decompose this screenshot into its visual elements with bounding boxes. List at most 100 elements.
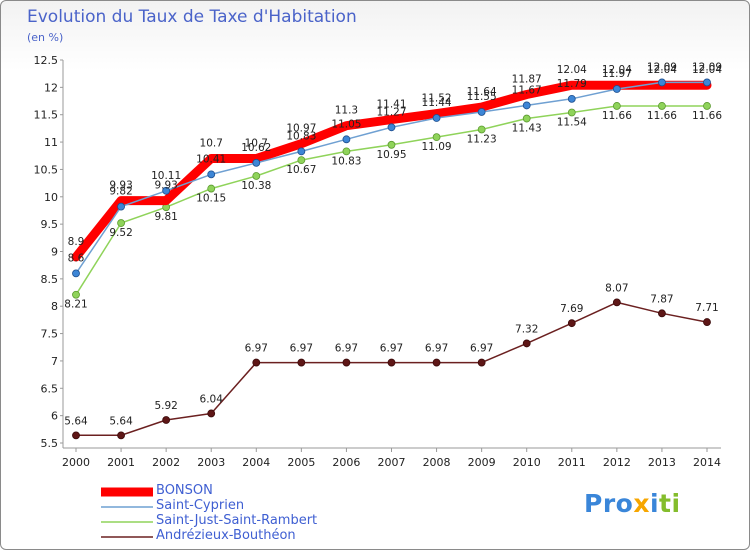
x-tick-label: 2001 — [107, 456, 135, 469]
data-label-saint-cyprien: 11.79 — [557, 78, 587, 90]
chart-title: Evolution du Taux de Taxe d'Habitation — [27, 7, 357, 27]
data-point-andrezieux-boutheon — [342, 358, 351, 367]
data-label-saint-just-saint-rambert: 9.52 — [109, 227, 132, 239]
data-point-saint-cyprien — [117, 202, 125, 211]
data-label-bonson: 12.04 — [557, 64, 587, 76]
data-point-saint-just-saint-rambert — [72, 290, 80, 299]
legend-swatch-bonson — [101, 487, 153, 497]
data-label-bonson: 10.7 — [200, 137, 223, 149]
data-point-saint-just-saint-rambert — [387, 140, 396, 149]
data-label-saint-cyprien: 11.44 — [422, 97, 452, 109]
proxiti-logo: Proxiti — [584, 489, 681, 518]
y-tick-label: 7 — [51, 355, 58, 368]
data-point-andrezieux-boutheon — [387, 358, 396, 367]
data-label-andrezieux-boutheon: 6.97 — [380, 343, 403, 355]
data-label-saint-cyprien: 11.55 — [467, 91, 497, 103]
y-tick-label: 6 — [51, 410, 58, 423]
x-tick-label: 2012 — [603, 456, 631, 469]
data-label-saint-cyprien: 11.97 — [602, 68, 632, 80]
data-label-andrezieux-boutheon: 7.71 — [695, 302, 718, 314]
data-label-saint-just-saint-rambert: 11.66 — [602, 110, 632, 122]
data-point-saint-just-saint-rambert — [342, 147, 351, 156]
data-label-bonson: 11.64 — [467, 86, 497, 98]
data-point-andrezieux-boutheon — [117, 431, 125, 440]
legend-swatch-saint-just-saint-rambert — [101, 521, 153, 523]
data-label-saint-cyprien: 11.67 — [512, 84, 542, 96]
data-point-saint-cyprien — [703, 78, 711, 87]
data-point-andrezieux-boutheon — [612, 298, 621, 307]
data-label-bonson: 11.41 — [376, 99, 406, 111]
data-point-andrezieux-boutheon — [252, 358, 261, 367]
data-label-saint-cyprien: 10.11 — [151, 170, 181, 182]
data-label-saint-just-saint-rambert: 11.09 — [422, 141, 452, 153]
data-point-bonson — [207, 154, 216, 163]
data-label-saint-just-saint-rambert: 10.67 — [286, 164, 316, 176]
data-point-saint-just-saint-rambert — [432, 133, 441, 142]
data-label-bonson: 9.93 — [154, 180, 177, 192]
data-point-saint-cyprien — [252, 158, 261, 167]
x-tick-label: 2008 — [423, 456, 451, 469]
data-point-andrezieux-boutheon — [567, 319, 576, 328]
data-label-saint-cyprien: 12.09 — [692, 61, 722, 73]
data-point-saint-cyprien — [297, 147, 306, 156]
data-point-saint-cyprien — [567, 94, 576, 103]
legend-swatch-andrezieux-boutheon — [101, 536, 153, 538]
y-tick-label: 8.5 — [41, 273, 59, 286]
data-label-andrezieux-boutheon: 6.04 — [200, 393, 224, 405]
y-tick-label: 10.5 — [34, 163, 59, 176]
data-label-andrezieux-boutheon: 6.97 — [290, 343, 313, 355]
x-tick-label: 2003 — [197, 456, 225, 469]
data-point-saint-cyprien — [477, 108, 486, 116]
data-point-bonson — [342, 121, 351, 130]
y-tick-label: 8 — [51, 300, 58, 313]
data-label-andrezieux-boutheon: 7.32 — [515, 323, 538, 335]
y-tick-label: 12.5 — [34, 54, 59, 67]
data-label-saint-cyprien: 11.27 — [376, 106, 406, 118]
data-point-saint-cyprien — [658, 78, 666, 87]
data-point-bonson — [297, 139, 306, 148]
data-point-saint-cyprien — [342, 135, 351, 144]
y-tick-label: 11.5 — [34, 109, 59, 122]
data-point-andrezieux-boutheon — [162, 416, 171, 424]
x-tick-label: 2005 — [287, 456, 315, 469]
data-point-saint-cyprien — [432, 114, 441, 122]
data-point-andrezieux-boutheon — [658, 309, 666, 318]
data-point-andrezieux-boutheon — [703, 318, 711, 326]
legend-swatch-saint-cyprien — [101, 506, 153, 508]
data-label-saint-just-saint-rambert: 10.38 — [241, 180, 271, 192]
x-tick-label: 2013 — [648, 456, 676, 469]
data-label-bonson: 12.04 — [602, 64, 632, 76]
data-label-saint-just-saint-rambert: 11.54 — [557, 117, 587, 129]
data-label-bonson: 11.87 — [512, 73, 542, 85]
y-tick-label: 6.5 — [41, 382, 59, 395]
legend-label-bonson: BONSON — [156, 483, 213, 498]
data-point-saint-just-saint-rambert — [297, 156, 306, 165]
data-label-saint-cyprien: 11.05 — [331, 118, 361, 130]
x-tick-label: 2006 — [332, 456, 360, 469]
y-tick-label: 9 — [51, 246, 58, 259]
data-label-saint-just-saint-rambert: 11.23 — [467, 133, 497, 145]
data-point-andrezieux-boutheon — [207, 409, 216, 418]
data-point-saint-just-saint-rambert — [703, 102, 711, 110]
legend-label-saint-cyprien: Saint-Cyprien — [156, 498, 245, 513]
data-point-bonson — [72, 252, 80, 261]
y-tick-label: 11 — [44, 136, 58, 149]
x-tick-label: 2011 — [558, 456, 586, 469]
data-label-andrezieux-boutheon: 6.97 — [470, 343, 493, 355]
data-label-saint-just-saint-rambert: 11.66 — [647, 110, 677, 122]
data-point-bonson — [522, 90, 531, 99]
data-point-bonson — [387, 115, 396, 124]
data-point-andrezieux-boutheon — [72, 431, 80, 440]
data-point-saint-just-saint-rambert — [567, 108, 576, 117]
data-point-saint-cyprien — [72, 269, 80, 278]
data-label-andrezieux-boutheon: 6.97 — [335, 343, 358, 355]
data-point-saint-cyprien — [207, 170, 216, 179]
y-tick-label: 5.5 — [41, 437, 59, 450]
data-point-saint-just-saint-rambert — [252, 172, 261, 180]
data-label-saint-cyprien: 10.62 — [241, 142, 271, 154]
y-tick-label: 9.5 — [41, 218, 59, 231]
data-label-andrezieux-boutheon: 5.64 — [64, 415, 88, 427]
data-label-bonson: 10.7 — [245, 137, 268, 149]
y-tick-label: 7.5 — [41, 328, 59, 341]
